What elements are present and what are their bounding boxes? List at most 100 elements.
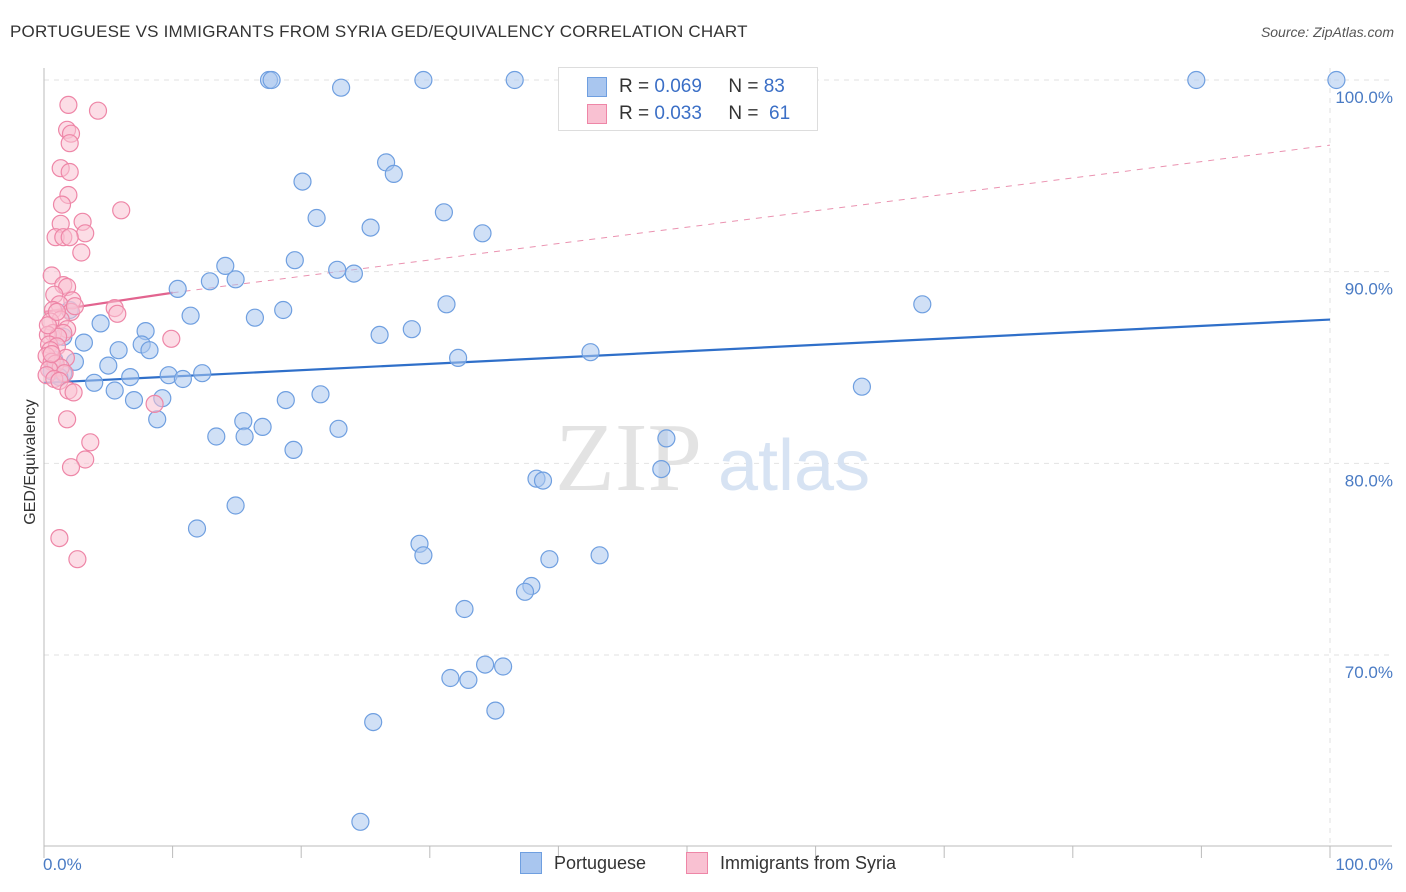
data-point — [449, 348, 468, 367]
data-point — [852, 377, 872, 396]
y-tick-label-100: 100.0% — [1335, 88, 1393, 107]
legend-n-label: N = — [728, 76, 759, 97]
data-point — [124, 391, 144, 410]
data-point — [441, 668, 460, 688]
data-point — [99, 356, 118, 375]
series-syria — [37, 95, 181, 569]
x-tick-label-min: 0.0% — [43, 855, 82, 874]
data-point — [64, 383, 83, 402]
data-point — [332, 78, 351, 97]
bottom-legend-swatch-portuguese — [520, 852, 542, 874]
y-tick-label-80: 80.0% — [1345, 471, 1393, 490]
data-point — [437, 295, 456, 314]
data-point — [47, 302, 67, 321]
data-point — [88, 101, 108, 120]
y-tick-labels: 70.0% 80.0% 90.0% 100.0% — [1335, 88, 1393, 682]
data-point — [473, 224, 492, 243]
data-point — [476, 655, 495, 674]
data-point — [60, 228, 79, 247]
data-point — [121, 368, 140, 387]
data-point — [293, 172, 312, 191]
data-point — [276, 391, 295, 410]
data-point — [234, 412, 253, 431]
data-point — [105, 381, 124, 400]
data-point — [652, 460, 671, 479]
data-point — [109, 341, 128, 360]
data-point — [68, 550, 87, 569]
bottom-legend-portuguese: Portuguese — [520, 852, 646, 874]
data-point — [1327, 70, 1346, 90]
bottom-legend-swatch-syria — [686, 852, 708, 874]
watermark-zip: ZIP — [555, 404, 702, 512]
data-point — [226, 270, 245, 289]
data-point — [515, 582, 535, 601]
legend-r-label: R = — [619, 76, 650, 97]
data-point — [81, 433, 100, 452]
data-point — [74, 333, 94, 352]
stats-legend: R = 0.069 N = 83 R = 0.033 N = 61 — [558, 67, 818, 131]
legend-r-value: 0.033 — [654, 103, 702, 124]
data-point — [533, 471, 553, 490]
data-point — [145, 394, 164, 413]
y-tick-label-70: 70.0% — [1345, 663, 1393, 682]
bottom-legend-label-syria: Immigrants from Syria — [720, 852, 897, 873]
data-point — [455, 599, 474, 619]
source-credit: Source: ZipAtlas.com — [1260, 24, 1394, 40]
data-point — [913, 295, 932, 314]
data-point — [414, 70, 433, 90]
data-point — [108, 304, 127, 323]
axes — [43, 68, 1392, 858]
data-point — [581, 343, 600, 362]
data-point — [50, 528, 69, 548]
data-point — [384, 164, 403, 183]
bottom-legend-label-portuguese: Portuguese — [554, 852, 647, 873]
data-point — [285, 251, 304, 270]
data-point — [1187, 70, 1206, 90]
data-point — [57, 410, 77, 429]
data-point — [65, 297, 85, 316]
data-point — [168, 279, 187, 298]
data-point — [402, 320, 421, 339]
data-point — [148, 410, 167, 429]
data-point — [361, 218, 380, 237]
data-point — [173, 369, 192, 389]
data-point — [187, 519, 207, 538]
legend-n-label: N = — [728, 103, 759, 124]
trend-lines — [43, 144, 1331, 384]
legend-r-value: 0.069 — [654, 76, 702, 97]
chart-title: PORTUGUESE VS IMMIGRANTS FROM SYRIA GED/… — [10, 22, 748, 41]
data-point — [494, 657, 513, 676]
data-point — [414, 546, 433, 565]
legend-swatch-portuguese — [587, 77, 607, 97]
data-point — [262, 70, 281, 90]
data-point — [72, 243, 91, 262]
data-point — [140, 341, 159, 360]
y-tick-label-90: 90.0% — [1345, 280, 1393, 299]
data-point — [307, 208, 326, 228]
data-point — [181, 306, 200, 325]
data-point — [193, 364, 212, 383]
legend-n-value: 61 — [769, 103, 791, 124]
data-point — [434, 203, 453, 222]
data-point — [235, 427, 254, 446]
y-axis-title: GED/Equivalency — [22, 399, 39, 524]
data-point — [60, 162, 79, 182]
data-point — [486, 701, 505, 720]
legend-n-value: 83 — [763, 76, 785, 97]
data-point — [207, 427, 226, 446]
data-point — [253, 417, 272, 436]
data-point — [112, 201, 131, 220]
data-point — [344, 264, 363, 283]
data-point — [76, 224, 95, 243]
data-point — [226, 496, 245, 515]
bottom-legend-syria: Immigrants from Syria — [686, 852, 896, 874]
data-point — [459, 670, 478, 690]
data-point — [60, 134, 79, 153]
data-point — [61, 458, 81, 477]
data-point — [76, 450, 95, 469]
data-points — [37, 70, 1346, 831]
data-point — [284, 440, 303, 459]
data-point — [540, 550, 559, 569]
watermark-atlas: atlas — [718, 426, 870, 506]
